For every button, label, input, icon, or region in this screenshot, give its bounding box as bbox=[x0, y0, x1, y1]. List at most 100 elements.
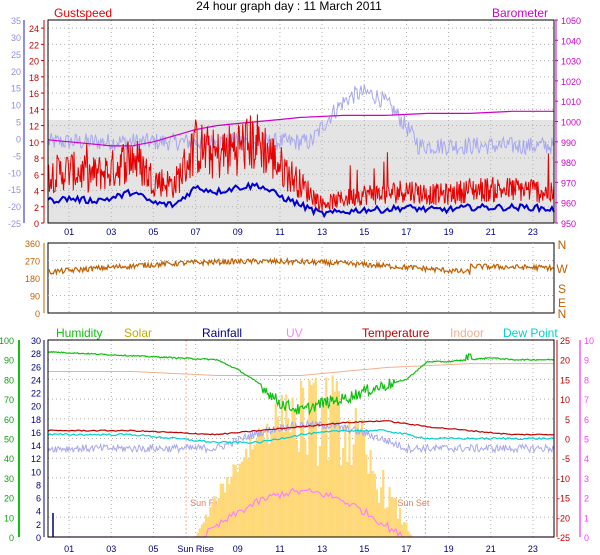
compass-label: N bbox=[558, 307, 567, 321]
tick-label-hour: Sun Rise bbox=[177, 544, 214, 554]
tick-label-humidity: 0 bbox=[9, 533, 14, 543]
tick-label-solar: 22 bbox=[31, 389, 41, 399]
tick-label-solar: 8 bbox=[36, 480, 41, 490]
panel3-axes: 0102030405060708090100024681012141618202… bbox=[0, 336, 594, 554]
tick-label-hour: 21 bbox=[486, 544, 496, 554]
legend-barometer: Barometer bbox=[492, 6, 548, 20]
legend-temperature: Temperature bbox=[362, 326, 430, 340]
tick-label-uv: 10 bbox=[584, 336, 594, 346]
tick-label-temp: -10 bbox=[8, 168, 21, 178]
tick-label-baro: 970 bbox=[561, 178, 576, 188]
series-gustspeed bbox=[47, 114, 555, 212]
tick-label-temp: -15 bbox=[8, 185, 21, 195]
tick-label-gust: 2 bbox=[34, 203, 39, 213]
tick-label-temp: 25 bbox=[11, 50, 21, 60]
tick-label-hour: 07 bbox=[191, 227, 201, 237]
tick-label-hour: 01 bbox=[64, 544, 74, 554]
panel1-series bbox=[47, 84, 555, 219]
tick-label-baro: 990 bbox=[561, 138, 576, 148]
tick-label-gust: 24 bbox=[29, 24, 39, 34]
tick-label-humidity: 20 bbox=[4, 494, 14, 504]
tick-label-solar: 14 bbox=[31, 441, 41, 451]
tick-label-uv: 3 bbox=[584, 474, 589, 484]
tick-label-humidity: 80 bbox=[4, 375, 14, 385]
tick-label-hour: 11 bbox=[275, 227, 284, 237]
tick-label-direction: 90 bbox=[30, 292, 40, 302]
tick-label-solar: 28 bbox=[31, 349, 41, 359]
tick-label-solar: 10 bbox=[31, 467, 41, 477]
compass-label: W bbox=[556, 262, 568, 276]
tick-label-uv: 1 bbox=[584, 513, 589, 523]
sunrise-label: Sun Rise bbox=[190, 498, 227, 508]
tick-label-temp: -20 bbox=[8, 202, 21, 212]
panel3-series bbox=[47, 350, 555, 538]
tick-label-hour: 15 bbox=[359, 227, 369, 237]
tick-label-baro: 960 bbox=[561, 199, 576, 209]
series-temperature-light bbox=[47, 84, 555, 157]
tick-label-baro: 950 bbox=[561, 219, 576, 229]
tick-label-hour: 03 bbox=[106, 227, 116, 237]
tick-label-baro: 1050 bbox=[561, 16, 581, 26]
panel1-axes: 024681012141618202224-25-20-15-10-505101… bbox=[8, 16, 581, 237]
tick-label-temp-right: -15 bbox=[557, 494, 570, 504]
tick-label-gust: 22 bbox=[29, 40, 39, 50]
tick-label-hour: 11 bbox=[275, 544, 284, 554]
tick-label-direction: 360 bbox=[25, 239, 40, 249]
tick-label-solar: 6 bbox=[36, 494, 41, 504]
tick-label-gust: 0 bbox=[34, 219, 39, 229]
tick-label-humidity: 70 bbox=[4, 395, 14, 405]
tick-label-temp-right: 0 bbox=[565, 435, 570, 445]
tick-label-humidity: 50 bbox=[4, 435, 14, 445]
tick-label-solar: 12 bbox=[31, 454, 41, 464]
compass-label: E bbox=[558, 296, 566, 310]
panel3-frame bbox=[47, 339, 555, 538]
tick-label-baro: 1010 bbox=[561, 97, 581, 107]
tick-label-temp-right: 10 bbox=[560, 395, 570, 405]
tick-label-solar: 16 bbox=[31, 428, 41, 438]
tick-label-solar: 18 bbox=[31, 415, 41, 425]
tick-label-gust: 10 bbox=[29, 138, 39, 148]
tick-label-temp: 10 bbox=[11, 101, 21, 111]
tick-label-uv: 7 bbox=[584, 395, 589, 405]
legend-uv: UV bbox=[286, 326, 303, 340]
compass-label: S bbox=[558, 282, 566, 296]
tick-label-hour: 03 bbox=[106, 544, 116, 554]
legend-dewpoint: Dew Point bbox=[503, 326, 558, 340]
series-windspeed bbox=[47, 181, 555, 219]
tick-label-gust: 6 bbox=[34, 170, 39, 180]
tick-label-temp-right: -20 bbox=[557, 513, 570, 523]
series-indoor bbox=[48, 363, 554, 376]
tick-label-gust: 16 bbox=[29, 89, 39, 99]
tick-label-hour: 01 bbox=[64, 227, 74, 237]
tick-label-gust: 14 bbox=[29, 105, 39, 115]
tick-label-temp-right: 20 bbox=[560, 356, 570, 366]
series-barometer bbox=[47, 110, 554, 147]
tick-label-humidity: 100 bbox=[0, 336, 14, 346]
chart-title: 24 hour graph day : 11 March 2011 bbox=[196, 0, 382, 13]
tick-label-uv: 5 bbox=[584, 435, 589, 445]
tick-label-direction: 270 bbox=[25, 257, 40, 267]
tick-label-uv: 8 bbox=[584, 375, 589, 385]
tick-label-hour: 23 bbox=[528, 227, 538, 237]
tick-label-hour: 13 bbox=[317, 544, 327, 554]
tick-label-hour: 19 bbox=[444, 227, 454, 237]
tick-label-humidity: 60 bbox=[4, 415, 14, 425]
tick-label-uv: 0 bbox=[584, 533, 589, 543]
tick-label-hour: 17 bbox=[401, 544, 411, 554]
series-humidity bbox=[47, 350, 555, 416]
tick-label-temp: -5 bbox=[13, 151, 21, 161]
tick-label-gust: 20 bbox=[29, 57, 39, 67]
tick-label-hour: 05 bbox=[148, 544, 158, 554]
tick-label-baro: 980 bbox=[561, 158, 576, 168]
series-light-temp bbox=[47, 418, 555, 455]
series-wind-direction bbox=[47, 256, 555, 276]
tick-label-solar: 4 bbox=[36, 507, 41, 517]
tick-label-temp-right: -25 bbox=[557, 533, 570, 543]
panel-gust-baro: 024681012141618202224-25-20-15-10-505101… bbox=[8, 6, 581, 237]
tick-label-temp-right: -10 bbox=[557, 474, 570, 484]
tick-label-hour: 05 bbox=[148, 227, 158, 237]
panel1-frame bbox=[47, 19, 555, 224]
tick-label-uv: 6 bbox=[584, 415, 589, 425]
tick-label-gust: 12 bbox=[29, 122, 39, 132]
